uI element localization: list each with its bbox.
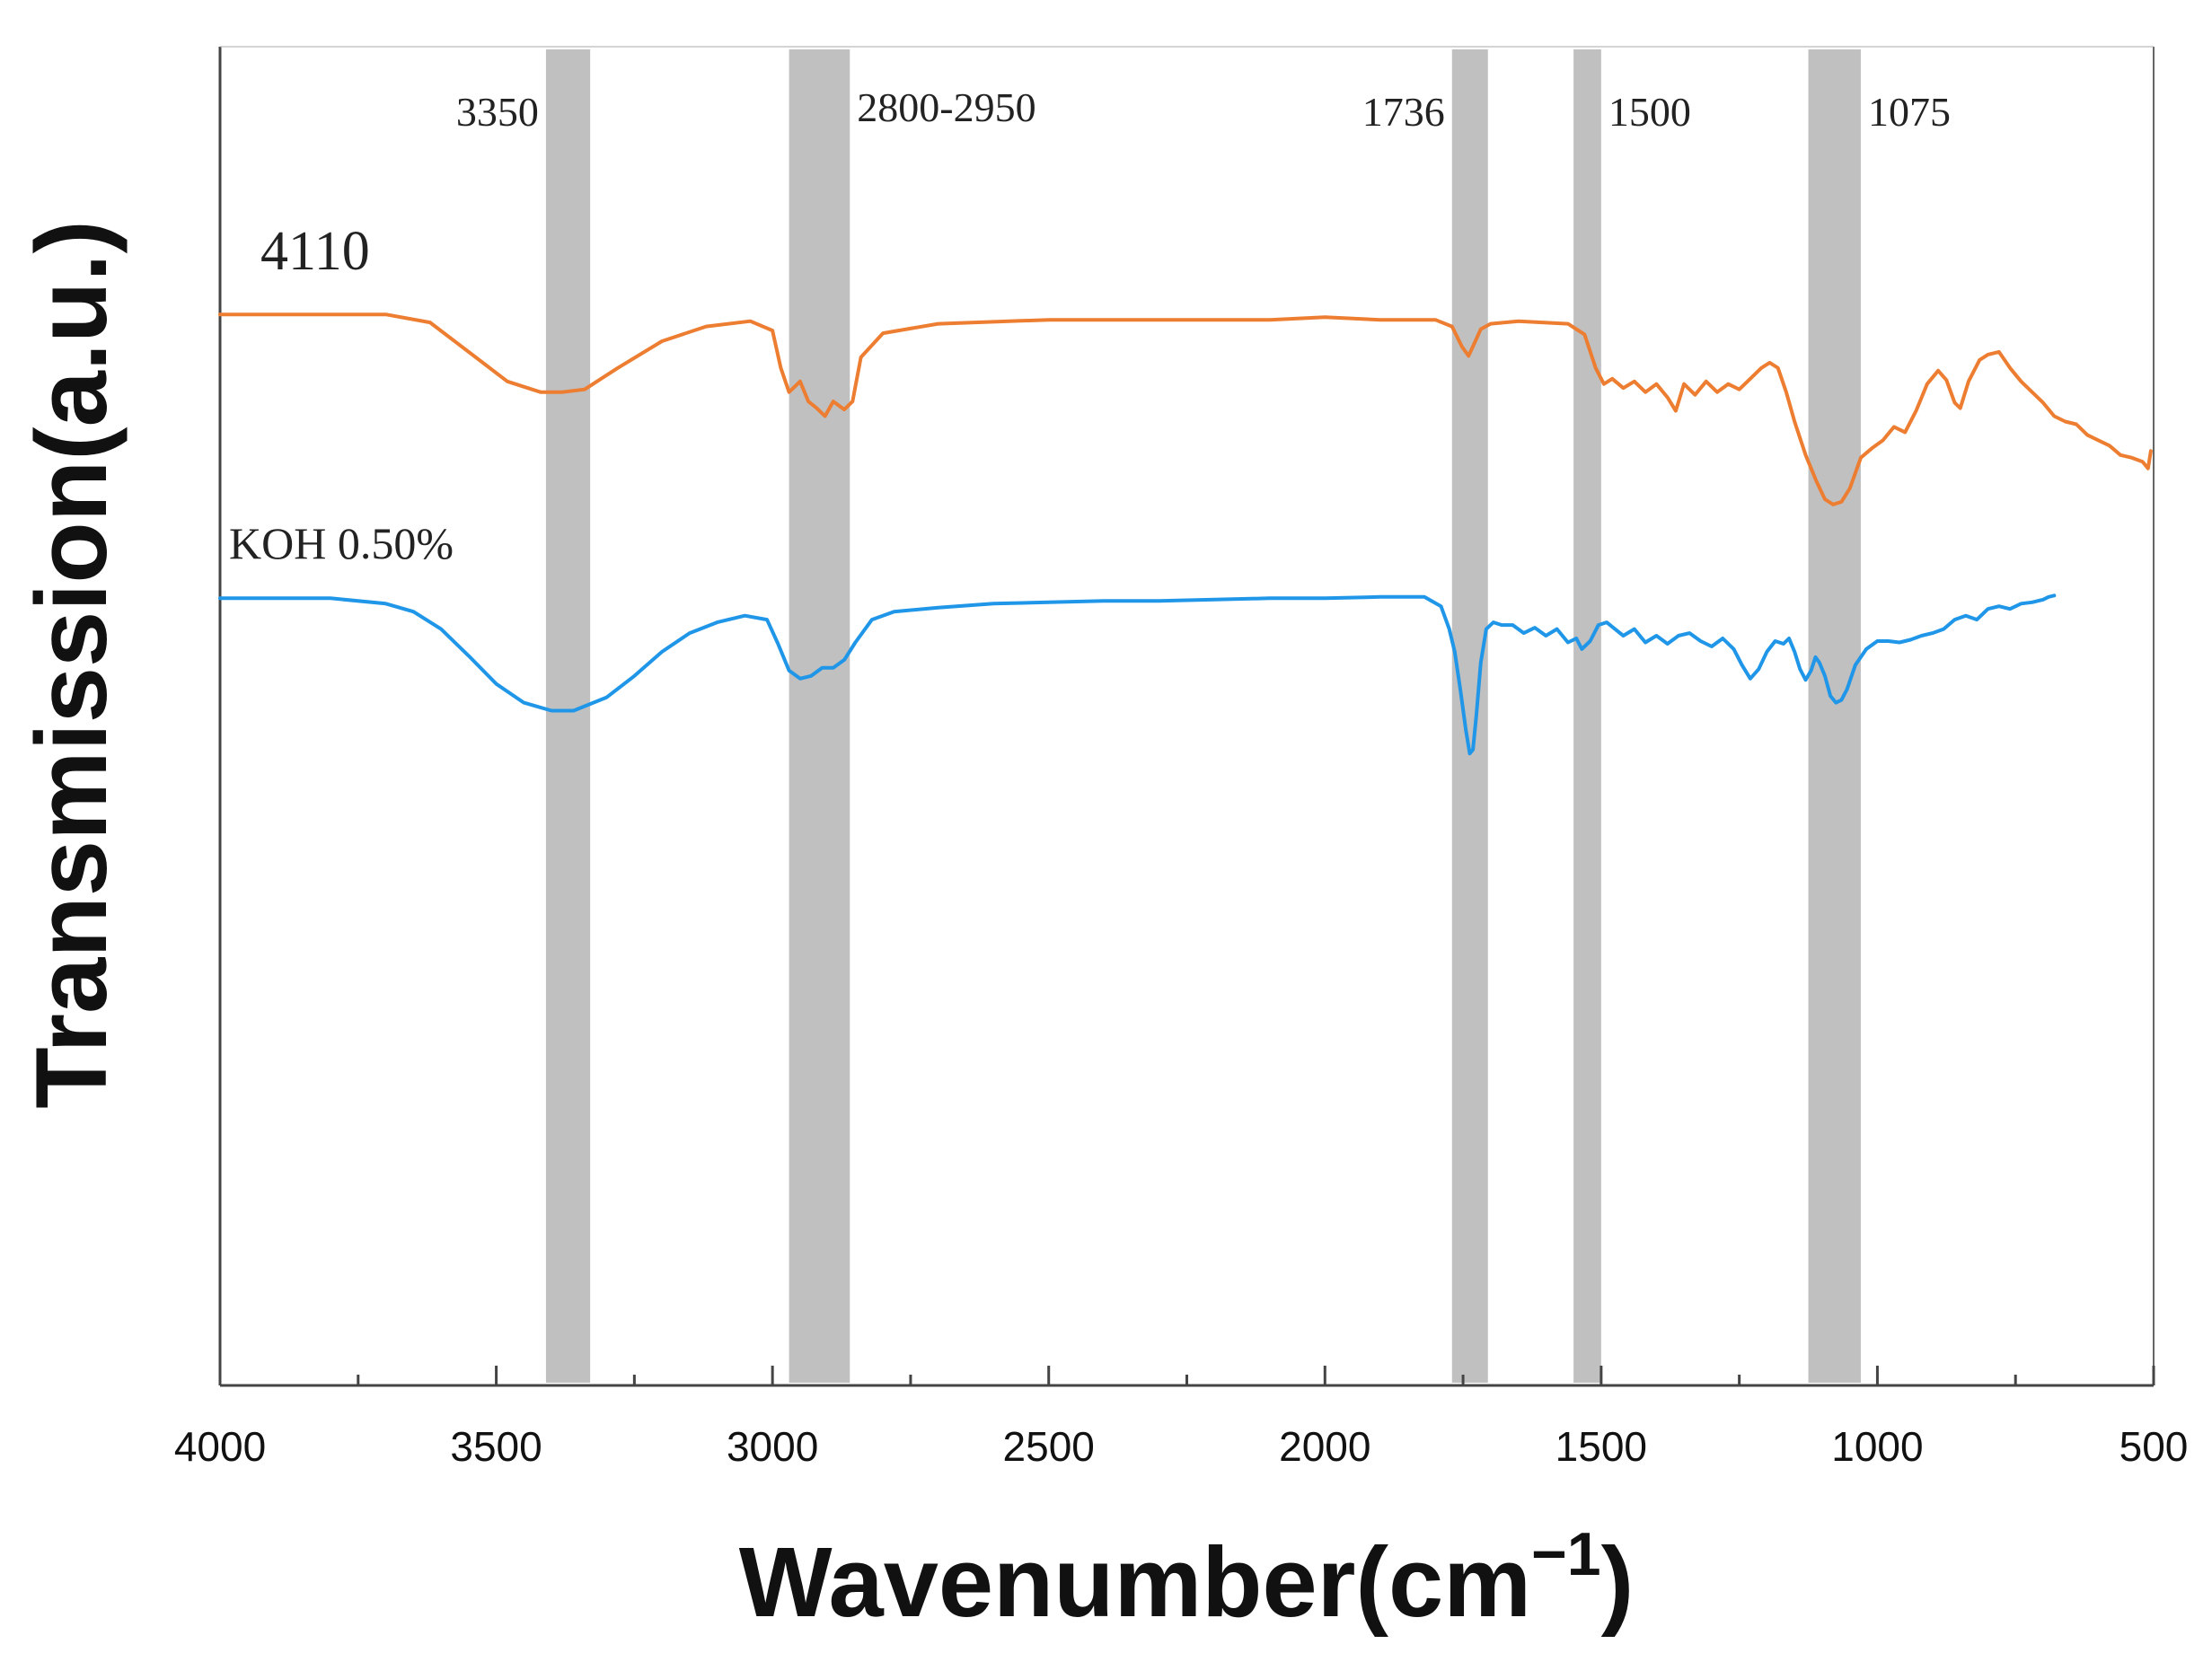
- x-tick-label-1000: 1000: [1831, 1423, 1923, 1470]
- series-line-4110: [218, 312, 2153, 506]
- x-axis-title-superscript: −1: [1531, 1520, 1601, 1588]
- x-tick-label-3000: 3000: [727, 1423, 818, 1470]
- band-label-1736: 1736: [1362, 89, 1445, 135]
- series-label-group: 4110 KOH 0.50%: [229, 221, 454, 568]
- x-tick-label-4000: 4000: [174, 1423, 266, 1470]
- band-group: [545, 49, 1861, 1383]
- x-tick-group: 4000 3500 3000 2500 2000 1500 1000 500: [174, 1366, 2189, 1470]
- x-tick-label-2000: 2000: [1279, 1423, 1370, 1470]
- x-tick-label-500: 500: [2119, 1423, 2189, 1470]
- x-axis-title-close: ): [1601, 1527, 1635, 1638]
- series-line-koh-0-50: [218, 593, 2057, 756]
- band-label-1500: 1500: [1608, 89, 1691, 135]
- x-tick-label-2500: 2500: [1003, 1423, 1095, 1470]
- band-2800-2950: [789, 49, 850, 1383]
- x-tick-label-3500: 3500: [450, 1423, 542, 1470]
- series-label-koh-0-50: KOH 0.50%: [229, 518, 454, 568]
- band-label-3350: 3350: [456, 89, 539, 135]
- band-1736: [1451, 49, 1488, 1383]
- band-label-1075: 1075: [1868, 89, 1951, 135]
- band-1500: [1573, 49, 1601, 1383]
- band-1075: [1808, 49, 1861, 1383]
- band-label-group: 3350 2800-2950 1736 1500 1075: [456, 84, 1951, 135]
- band-label-2800-2950: 2800-2950: [857, 84, 1035, 130]
- axes: [218, 46, 2155, 1387]
- band-3350: [545, 49, 591, 1383]
- series-label-4110: 4110: [260, 221, 370, 282]
- x-tick-label-1500: 1500: [1555, 1423, 1647, 1470]
- x-axis-title-main: Wavenumber(cm: [739, 1527, 1531, 1638]
- x-axis-title: Wavenumber(cm−1): [739, 1520, 1634, 1638]
- series-group: [218, 312, 2153, 756]
- y-axis-title: Transmission(a.u.): [15, 220, 128, 1109]
